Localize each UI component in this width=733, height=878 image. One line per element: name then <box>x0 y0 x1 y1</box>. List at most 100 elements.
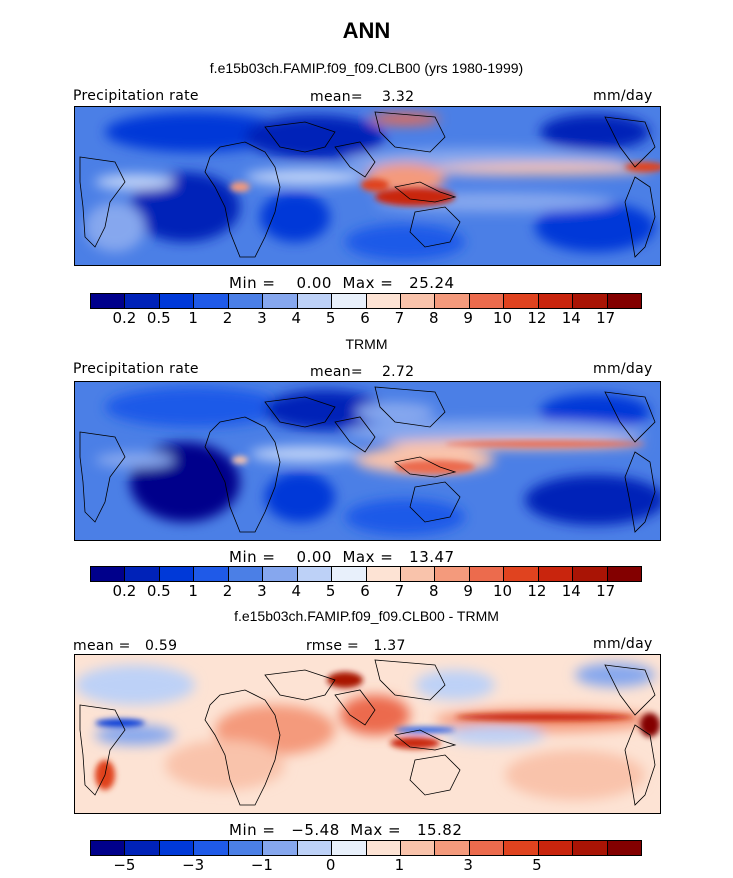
panel2-max-value: 13.47 <box>409 548 455 566</box>
panel2-colorbar-tick-label: 14 <box>561 582 581 600</box>
panel2-colorbar-tick-label: 5 <box>325 582 336 600</box>
panel3-colorbar-swatch <box>125 841 160 855</box>
panel3-rmse-value: 1.37 <box>373 638 406 654</box>
panel1-colorbar-swatch <box>538 294 574 308</box>
panel2-colorbar-swatch <box>332 567 367 581</box>
panel2-colorbar-tick-label: 6 <box>360 582 370 600</box>
panel1-colorbar-tick-label: 4 <box>291 309 302 327</box>
panel3-colorbar-swatch <box>573 841 608 855</box>
panel3-colorbar <box>90 840 642 856</box>
panel2-colorbar-tick-label: 12 <box>527 582 547 600</box>
panel3-mean-value: 0.59 <box>144 638 178 654</box>
panel3-colorbar-swatch <box>228 841 264 855</box>
panel1-colorbar-swatch <box>366 294 401 308</box>
panel3-colorbar-tick-label: 0 <box>325 856 336 874</box>
panel3-colorbar-ticks: −5 −3 −1 0 1 3 5 <box>90 856 642 876</box>
panel1-max-label: Max = <box>342 274 394 292</box>
panel2-colorbar-swatch <box>91 567 126 581</box>
panel3-max-label: Max = <box>350 821 402 839</box>
panel1-colorbar <box>90 293 642 309</box>
panel3-colorbar-tick-label: 5 <box>532 856 542 874</box>
panel1-colorbar-swatch <box>400 294 436 308</box>
panel3-colorbar-swatch <box>366 841 401 855</box>
panel3-rmse-text: rmse = <box>306 638 360 654</box>
panel2-mean-value: 2.72 <box>381 364 415 380</box>
panel2-colorbar-swatch <box>263 567 298 581</box>
panel1-colorbar-tick-label: 12 <box>527 309 547 327</box>
panel2-min-label: Min = <box>229 548 276 566</box>
panel2-mean-text: mean= <box>310 364 363 380</box>
panel3-colorbar-swatch <box>297 841 333 855</box>
panel2-colorbar-swatch <box>538 567 574 581</box>
panel2-colorbar-tick-label: 3 <box>257 582 267 600</box>
panel3-mean-label: mean = 0.59 <box>73 638 177 654</box>
panel1-max-value: 25.24 <box>409 274 455 292</box>
panel1-colorbar-ticks: 0.2 0.5 1 2 3 4 5 6 7 8 9 10 12 14 17 <box>90 309 642 329</box>
panel3-colorbar-swatch <box>469 841 505 855</box>
panel2-colorbar-tick-label: 10 <box>492 582 513 600</box>
panel1-mean-value: 3.32 <box>381 89 415 105</box>
panel1-colorbar-swatch <box>125 294 160 308</box>
panel2-subtitle: TRMM <box>345 336 388 352</box>
panel3-colorbar-swatch <box>504 841 539 855</box>
panel1-min-label: Min = <box>229 274 276 292</box>
panel1-mean-label: mean= 3.32 <box>310 89 414 105</box>
panel3-colorbar-tick-label: 1 <box>394 856 405 874</box>
panel1-colorbar-tick-label: 7 <box>394 309 405 327</box>
panel2-colorbar-tick-label: 7 <box>394 582 405 600</box>
panel2-colorbar-swatch <box>504 567 539 581</box>
panel2-mean-label: mean= 2.72 <box>310 364 414 380</box>
panel1-colorbar-swatch <box>504 294 539 308</box>
panel1-colorbar-tick-label: 8 <box>428 309 439 327</box>
panel1-min-value: 0.00 <box>296 274 332 292</box>
panel2-max-label: Max = <box>342 548 394 566</box>
panel1-colorbar-tick-label: 2 <box>222 309 233 327</box>
panel1-colorbar-tick-label: 6 <box>360 309 370 327</box>
panel3-mean-text: mean = <box>73 638 131 654</box>
panel2-colorbar-swatch <box>435 567 470 581</box>
panel3-colorbar-swatch <box>159 841 195 855</box>
panel1-colorbar-tick-label: 14 <box>561 309 581 327</box>
panel1-colorbar-swatch <box>263 294 298 308</box>
panel2-precip-map <box>74 381 661 541</box>
panel2-colorbar <box>90 566 642 582</box>
panel3-colorbar-swatch <box>91 841 126 855</box>
panel1-colorbar-tick-label: 3 <box>257 309 267 327</box>
panel2-colorbar-swatch <box>194 567 229 581</box>
panel3-colorbar-tick-label: −1 <box>250 856 273 874</box>
panel1-mean-text: mean= <box>310 89 363 105</box>
panel2-colorbar-tick-label: 2 <box>222 582 233 600</box>
panel1-units-label: mm/day <box>593 88 653 104</box>
panel1-colorbar-swatch <box>573 294 608 308</box>
panel2-colorbar-tick-label: 9 <box>463 582 473 600</box>
panel2-colorbar-tick-label: 17 <box>596 582 616 600</box>
panel2-colorbar-swatch <box>469 567 505 581</box>
panel1-colorbar-tick-label: 17 <box>596 309 616 327</box>
panel3-rmse-label: rmse = 1.37 <box>306 638 406 654</box>
panel3-min-value: −5.48 <box>291 821 340 839</box>
panel1-colorbar-tick-label: 1 <box>188 309 198 327</box>
panel1-colorbar-swatch <box>332 294 367 308</box>
panel2-units-label: mm/day <box>593 361 653 377</box>
panel1-colorbar-swatch <box>297 294 333 308</box>
panel2-colorbar-ticks: 0.2 0.5 1 2 3 4 5 6 7 8 9 10 12 14 17 <box>90 582 642 602</box>
panel2-colorbar-swatch <box>297 567 333 581</box>
panel1-variable-label: Precipitation rate <box>73 88 199 104</box>
panel2-min-value: 0.00 <box>296 548 332 566</box>
panel2-colorbar-swatch <box>366 567 401 581</box>
panel3-minmax: Min = −5.48 Max = 15.82 <box>229 821 462 839</box>
panel2-colorbar-swatch <box>573 567 608 581</box>
panel3-max-value: 15.82 <box>416 821 463 839</box>
panel3-colorbar-swatch <box>607 841 641 855</box>
panel3-colorbar-swatch <box>194 841 229 855</box>
panel2-colorbar-swatch <box>125 567 160 581</box>
panel3-colorbar-tick-label: −3 <box>182 856 205 874</box>
panel2-colorbar-swatch <box>400 567 436 581</box>
panel1-colorbar-tick-label: 0.5 <box>146 309 171 327</box>
panel1-minmax: Min = 0.00 Max = 25.24 <box>229 274 455 292</box>
panel1-colorbar-tick-label: 10 <box>492 309 513 327</box>
panel1-colorbar-tick-label: 5 <box>325 309 336 327</box>
panel1-colorbar-swatch <box>435 294 470 308</box>
panel2-colorbar-tick-label: 1 <box>188 582 198 600</box>
panel2-colorbar-swatch <box>607 567 641 581</box>
